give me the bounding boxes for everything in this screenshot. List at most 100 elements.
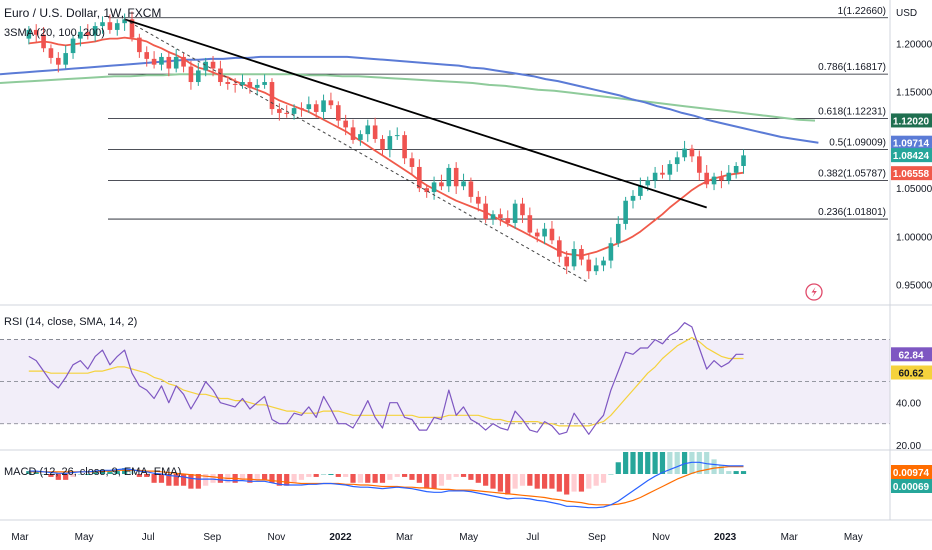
candle-body[interactable] xyxy=(380,138,385,150)
macd-histogram-bar[interactable] xyxy=(652,418,658,474)
macd-histogram-bar[interactable] xyxy=(460,474,467,477)
macd-histogram-bar[interactable] xyxy=(63,474,69,480)
candle-body[interactable] xyxy=(343,120,348,128)
macd-histogram-bar[interactable] xyxy=(306,474,312,477)
downtrend-line[interactable] xyxy=(124,18,707,209)
candle-body[interactable] xyxy=(593,265,599,272)
macd-histogram-bar[interactable] xyxy=(667,421,673,474)
candle-body[interactable] xyxy=(122,19,127,24)
candle-body[interactable] xyxy=(277,109,282,113)
macd-histogram-bar[interactable] xyxy=(541,474,548,489)
macd-histogram-bar[interactable] xyxy=(365,474,371,483)
macd-histogram-bar[interactable] xyxy=(711,459,717,474)
macd-histogram-bar[interactable] xyxy=(527,474,533,486)
candle-body[interactable] xyxy=(85,31,91,36)
macd-histogram-bar[interactable] xyxy=(298,474,305,480)
macd-histogram-bar[interactable] xyxy=(284,474,290,486)
macd-histogram-bar[interactable] xyxy=(269,474,275,483)
macd-histogram-bar[interactable] xyxy=(490,474,496,489)
macd-histogram-bar[interactable] xyxy=(320,474,327,475)
macd-histogram-bar[interactable] xyxy=(645,421,651,474)
macd-histogram-bar[interactable] xyxy=(387,474,393,480)
candle-body[interactable] xyxy=(741,155,746,166)
macd-histogram-bar[interactable] xyxy=(77,474,84,475)
candle-body[interactable] xyxy=(475,196,481,204)
candle-body[interactable] xyxy=(218,68,223,83)
candle-body[interactable] xyxy=(78,31,83,39)
macd-histogram-bar[interactable] xyxy=(262,474,268,480)
candle-body[interactable] xyxy=(159,56,164,65)
macd-histogram-bar[interactable] xyxy=(564,474,570,495)
candle-body[interactable] xyxy=(394,135,400,137)
macd-histogram-bar[interactable] xyxy=(704,451,710,474)
candle-body[interactable] xyxy=(402,135,407,159)
macd-histogram-bar[interactable] xyxy=(424,474,430,489)
macd-histogram-bar[interactable] xyxy=(608,474,614,475)
macd-histogram-bar[interactable] xyxy=(107,471,113,474)
candle-body[interactable] xyxy=(505,218,511,223)
time-axis[interactable]: Mar May Jul Sep Nov 2022 Mar May Jul Sep Nov 2023 Ma… xyxy=(11,532,862,543)
macd-histogram-bar[interactable] xyxy=(195,474,201,489)
candle-body[interactable] xyxy=(299,108,304,110)
candle-body[interactable] xyxy=(107,22,113,30)
candle-body[interactable] xyxy=(520,203,525,216)
candle-body[interactable] xyxy=(306,104,312,110)
candle-body[interactable] xyxy=(321,100,326,112)
macd-histogram-bar[interactable] xyxy=(505,474,511,495)
candle-body[interactable] xyxy=(409,158,415,167)
macd-histogram-bar[interactable] xyxy=(166,474,172,486)
rsi-pane[interactable] xyxy=(0,322,890,435)
macd-histogram-bar[interactable] xyxy=(99,471,106,474)
candle-body[interactable] xyxy=(26,29,32,39)
candle-body[interactable] xyxy=(512,203,518,223)
macd-histogram-bar[interactable] xyxy=(55,474,61,480)
macd-histogram-bar[interactable] xyxy=(446,474,452,480)
candle-body[interactable] xyxy=(549,228,555,241)
candle-body[interactable] xyxy=(284,112,290,114)
macd-histogram-bar[interactable] xyxy=(402,474,408,477)
candle-body[interactable] xyxy=(468,181,474,197)
price-badge[interactable] xyxy=(891,135,932,150)
macd-histogram-bar[interactable] xyxy=(328,474,334,475)
macd-histogram-bar[interactable] xyxy=(431,474,437,489)
macd-histogram-bar[interactable] xyxy=(151,474,157,483)
candle-body[interactable] xyxy=(645,180,651,186)
candle-body[interactable] xyxy=(328,100,334,106)
candle-body[interactable] xyxy=(630,195,636,201)
candle-body[interactable] xyxy=(542,228,547,237)
candle-body[interactable] xyxy=(660,172,665,175)
candle-body[interactable] xyxy=(490,214,496,220)
candle-body[interactable] xyxy=(557,240,562,257)
candle-body[interactable] xyxy=(291,108,297,114)
macd-histogram-bar[interactable] xyxy=(291,474,297,483)
macd-histogram-bar[interactable] xyxy=(350,474,356,483)
macd-histogram-bar[interactable] xyxy=(158,474,165,483)
candle-body[interactable] xyxy=(92,26,98,36)
candle-body[interactable] xyxy=(579,248,584,260)
candle-body[interactable] xyxy=(56,57,61,65)
candle-body[interactable] xyxy=(424,188,430,193)
macd-histogram-bar[interactable] xyxy=(534,474,540,489)
candle-body[interactable] xyxy=(137,37,142,53)
rsi-line[interactable] xyxy=(28,322,744,435)
candle-body[interactable] xyxy=(70,38,76,54)
macd-histogram-bar[interactable] xyxy=(85,474,91,475)
macd-histogram-bar[interactable] xyxy=(33,471,39,474)
candle-body[interactable] xyxy=(196,70,201,83)
candle-body[interactable] xyxy=(313,104,319,112)
macd-histogram-bar[interactable] xyxy=(586,474,592,489)
macd-histogram-bar[interactable] xyxy=(681,424,688,474)
macd-histogram-bar[interactable] xyxy=(726,471,732,474)
candle-body[interactable] xyxy=(225,82,231,84)
sma100-line[interactable] xyxy=(0,55,819,144)
dashed-trend-line[interactable] xyxy=(124,18,590,284)
candle-body[interactable] xyxy=(667,164,673,175)
candle-body[interactable] xyxy=(726,172,732,181)
macd-histogram-bar[interactable] xyxy=(475,474,481,483)
candle-body[interactable] xyxy=(446,167,452,187)
candle-body[interactable] xyxy=(623,200,628,224)
macd-histogram-bar[interactable] xyxy=(512,474,518,489)
candle-body[interactable] xyxy=(615,223,621,244)
alert-icon[interactable] xyxy=(805,283,823,301)
